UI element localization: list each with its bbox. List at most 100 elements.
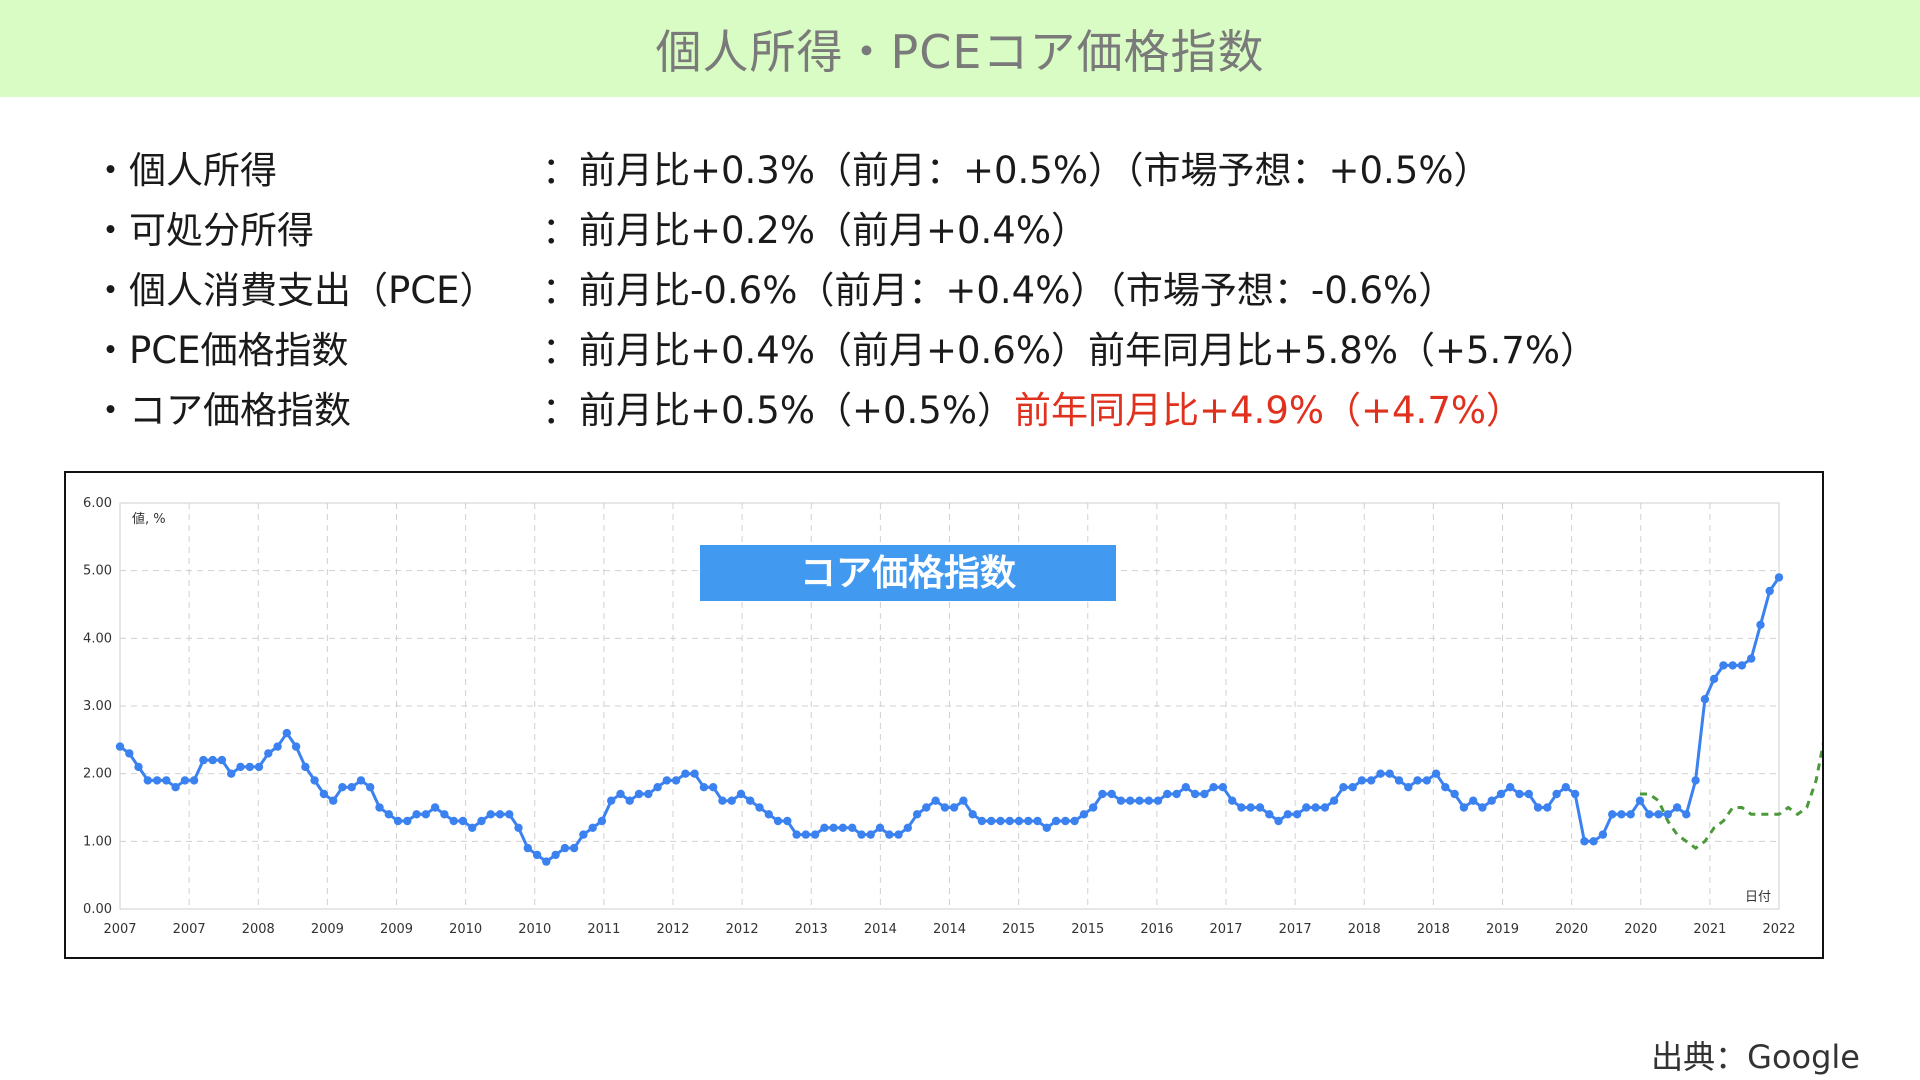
data-point <box>644 789 653 799</box>
data-point <box>1014 816 1024 826</box>
source-credit: 出典：Google <box>1651 1038 1860 1076</box>
data-point <box>245 762 254 772</box>
data-point <box>912 810 922 819</box>
data-point <box>115 742 125 751</box>
stat-row-disposable-income: ・可処分所得 ：前月比+0.2%（前月+0.4%） <box>92 200 1597 260</box>
data-point <box>987 816 996 826</box>
data-point <box>885 830 894 839</box>
data-point <box>1385 769 1394 778</box>
data-point <box>940 803 950 812</box>
data-point <box>690 769 699 778</box>
data-point <box>1292 810 1302 819</box>
data-point <box>1144 796 1154 805</box>
data-point <box>569 843 579 853</box>
data-point <box>1580 837 1589 846</box>
data-point <box>458 816 468 826</box>
data-point <box>1033 816 1042 826</box>
data-point <box>236 762 245 772</box>
data-point <box>718 796 727 805</box>
data-point <box>1190 789 1200 799</box>
data-point <box>783 816 792 826</box>
page-title: 個人所得・PCEコア価格指数 <box>655 24 1265 79</box>
data-point <box>1135 796 1144 805</box>
data-point <box>217 755 227 765</box>
data-point <box>922 803 931 812</box>
data-point <box>430 803 440 812</box>
data-point <box>1061 816 1070 826</box>
data-point <box>1116 796 1126 805</box>
x-tick-label: 2014 <box>864 922 897 937</box>
data-point <box>1709 674 1719 684</box>
x-tick-label: 2018 <box>1417 922 1450 937</box>
data-point <box>1339 783 1348 792</box>
x-tick-label: 2012 <box>726 922 759 937</box>
data-point <box>1394 776 1404 785</box>
y-tick-label: 2.00 <box>83 767 112 782</box>
data-point <box>1728 661 1737 670</box>
data-point <box>1153 796 1163 805</box>
series-line-main <box>119 576 1781 864</box>
data-point <box>755 803 764 812</box>
data-point <box>319 789 329 799</box>
stat-row-personal-income: ・個人所得 ：前月比+0.3%（前月：+0.5%）（市場予想：+0.5%） <box>92 140 1597 200</box>
data-point <box>1654 810 1663 819</box>
stat-label: ・コア価格指数 <box>92 389 351 432</box>
data-point <box>1747 654 1756 663</box>
data-point <box>1663 810 1673 819</box>
data-point <box>366 783 375 792</box>
data-point <box>681 769 690 778</box>
data-point <box>1589 837 1598 846</box>
data-point <box>282 728 291 738</box>
data-point <box>1376 769 1385 778</box>
stat-row-pce-price-index: ・PCE価格指数 ：前月比+0.4%（前月+0.6%）前年同月比+5.8%（+5… <box>92 320 1597 380</box>
data-point <box>1756 620 1765 629</box>
data-point <box>746 796 755 805</box>
data-point <box>477 816 486 826</box>
x-tick-label: 2013 <box>795 922 828 937</box>
y-tick-label: 0.00 <box>83 902 112 917</box>
x-tick-label: 2012 <box>656 922 689 937</box>
stat-label: ・可処分所得 <box>92 209 314 252</box>
data-point <box>597 816 607 826</box>
x-tick-label: 2016 <box>1140 922 1173 937</box>
data-point <box>1302 803 1311 812</box>
data-point <box>1469 796 1478 805</box>
data-point <box>532 850 542 860</box>
data-point <box>653 783 662 792</box>
data-point <box>1357 776 1367 785</box>
data-point <box>625 796 634 805</box>
data-point <box>1487 796 1496 805</box>
data-point <box>301 762 310 772</box>
y-axis-label: 値, % <box>132 511 166 527</box>
data-point <box>551 850 560 860</box>
data-point <box>180 776 190 785</box>
data-point <box>542 857 551 866</box>
x-tick-label: 2017 <box>1209 922 1242 937</box>
data-point <box>523 843 532 853</box>
x-tick-label: 2009 <box>380 922 413 937</box>
data-point <box>1543 803 1552 812</box>
x-tick-label: 2020 <box>1624 922 1657 937</box>
data-point <box>1422 776 1432 785</box>
data-point <box>189 776 199 785</box>
data-point <box>421 810 430 819</box>
data-point <box>671 776 681 785</box>
data-point <box>1645 810 1654 819</box>
x-tick-label: 2010 <box>518 922 551 937</box>
data-point <box>1626 810 1635 819</box>
stat-label: ・個人所得 <box>92 149 277 192</box>
x-tick-label: 2007 <box>103 922 136 937</box>
data-point <box>838 823 848 832</box>
y-tick-label: 4.00 <box>83 631 112 646</box>
data-point <box>1172 789 1181 799</box>
data-point <box>949 803 959 812</box>
data-point <box>1570 789 1580 799</box>
data-point <box>1051 816 1061 826</box>
data-point <box>1089 803 1098 812</box>
data-point <box>764 810 773 819</box>
data-point <box>1367 776 1376 785</box>
data-point <box>1561 783 1571 792</box>
data-point <box>1737 661 1747 670</box>
data-point <box>1070 816 1079 826</box>
data-point <box>162 776 171 785</box>
